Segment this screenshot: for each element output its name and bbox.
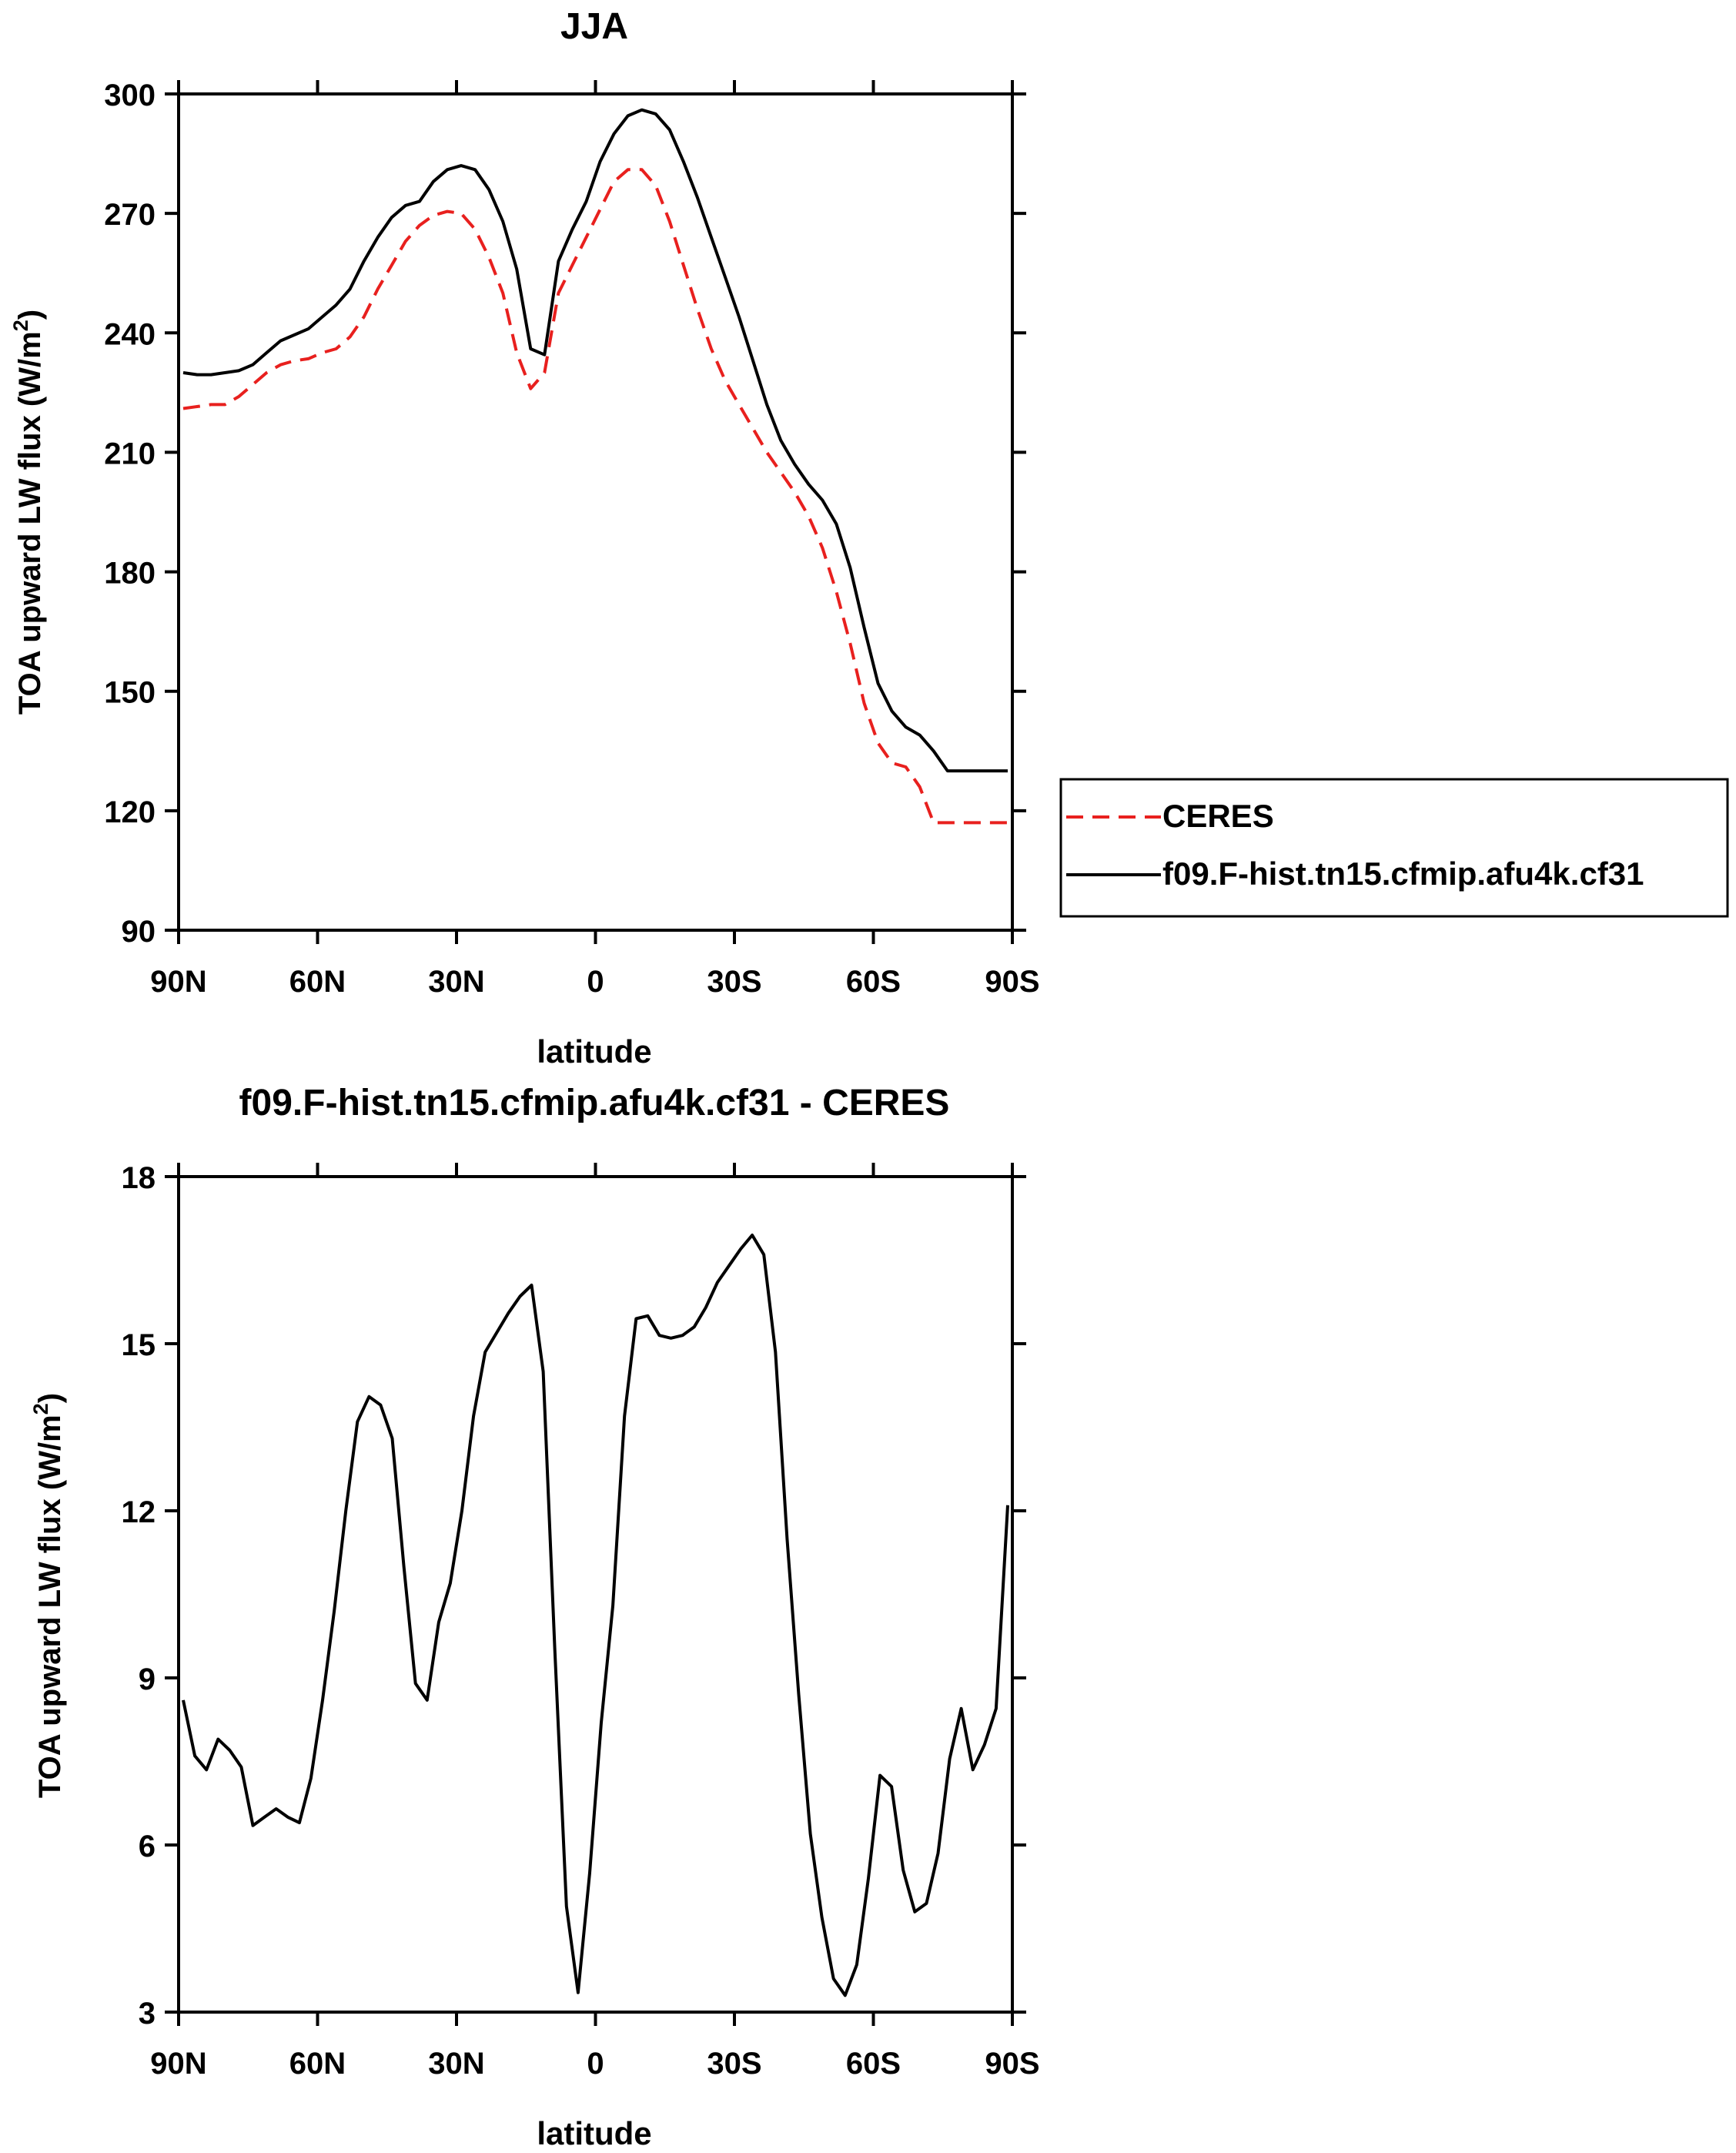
x-tick-label: 30N <box>428 2047 484 2081</box>
y-tick-label: 210 <box>104 437 156 470</box>
bottom-x-axis-label: latitude <box>537 2115 651 2151</box>
y-tick-label: 3 <box>139 1997 156 2031</box>
top-x-axis-label: latitude <box>537 1033 651 1070</box>
y-tick-label: 120 <box>104 795 156 829</box>
x-tick-label: 60N <box>289 2047 346 2081</box>
y-tick-label: 150 <box>104 676 156 710</box>
x-tick-label: 60N <box>289 965 346 999</box>
top-y-axis: 90 120 150 180 210 240 270 300 <box>104 79 1026 949</box>
x-tick-label: 90N <box>150 2047 206 2081</box>
x-tick-label: 90N <box>150 965 206 999</box>
top-y-axis-label: TOA upward LW flux (W/m2) <box>9 310 47 715</box>
y-tick-label: 6 <box>139 1830 156 1863</box>
bottom-y-axis-label-end: ) <box>33 1393 67 1403</box>
y-tick-label: 15 <box>122 1328 156 1362</box>
x-tick-label: 30N <box>428 965 484 999</box>
y-tick-label: 18 <box>122 1161 156 1195</box>
top-series-lines <box>182 108 1008 825</box>
x-tick-label: 30S <box>707 965 761 999</box>
y-tick-label: 240 <box>104 317 156 351</box>
y-tick-label: 90 <box>122 915 156 949</box>
bottom-panel-title: f09.F-hist.tn15.cfmip.afu4k.cf31 - CERES <box>239 1083 950 1123</box>
top-y-axis-label-main: TOA upward LW flux (W/m <box>13 331 47 715</box>
bottom-y-axis-label: TOA upward LW flux (W/m2) <box>29 1393 67 1798</box>
top-y-axis-label-sup: 2 <box>9 320 32 331</box>
y-tick-label: 180 <box>104 557 156 591</box>
x-tick-label: 90S <box>985 2047 1039 2081</box>
top-x-axis: 90N 60N 30N 0 30S 60S 90S <box>150 80 1040 999</box>
difference-line <box>182 1234 1009 1997</box>
y-tick-label: 300 <box>104 79 156 112</box>
x-tick-label: 60S <box>846 2047 901 2081</box>
x-tick-label: 30S <box>707 2047 761 2081</box>
top-y-axis-label-end: ) <box>13 310 47 320</box>
legend-label-ceres: CERES <box>1162 798 1274 834</box>
bottom-plot-frame <box>177 1175 1014 2014</box>
y-tick-label: 9 <box>139 1662 156 1696</box>
bottom-y-axis-label-sup: 2 <box>29 1403 52 1415</box>
top-panel: JJA 90 120 150 180 210 240 270 300 90N 60N 30N 0 30… <box>9 6 1729 1070</box>
x-tick-label: 0 <box>587 965 604 999</box>
model-line <box>182 108 1008 773</box>
y-tick-label: 12 <box>122 1495 156 1529</box>
legend-label-model: f09.F-hist.tn15.cfmip.afu4k.cf31 <box>1162 856 1644 892</box>
x-tick-label: 0 <box>587 2047 604 2081</box>
ceres-line <box>182 168 1008 825</box>
x-tick-label: 60S <box>846 965 901 999</box>
bottom-panel: f09.F-hist.tn15.cfmip.afu4k.cf31 - CERES… <box>29 1083 1040 2151</box>
x-tick-label: 90S <box>985 965 1039 999</box>
top-panel-title: JJA <box>560 6 628 47</box>
bottom-series-lines <box>182 1234 1009 1997</box>
bottom-y-axis: 3 6 9 12 15 18 <box>122 1161 1026 2031</box>
y-tick-label: 270 <box>104 198 156 232</box>
legend: CERES f09.F-hist.tn15.cfmip.afu4k.cf31 <box>1059 778 1729 918</box>
bottom-x-axis: 90N 60N 30N 0 30S 60S 90S <box>150 1163 1040 2081</box>
bottom-y-axis-label-main: TOA upward LW flux (W/m <box>33 1415 67 1798</box>
legend-box <box>1059 778 1729 918</box>
